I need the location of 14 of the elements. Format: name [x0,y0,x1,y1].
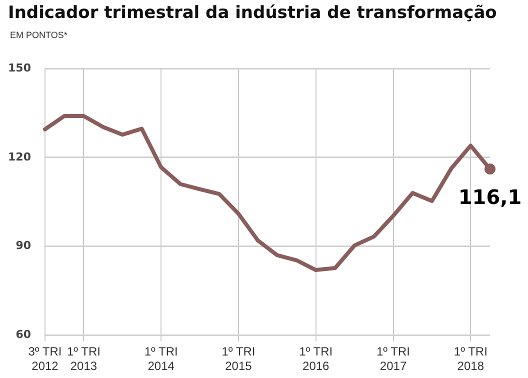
x-tick-label: 3º TRI 2012 [28,344,62,374]
y-tick-label: 90 [16,239,32,252]
x-tick-label: 1º TRI 2015 [222,344,256,374]
chart-subtitle: EM PONTOS* [10,30,68,40]
x-tick-label: 1º TRI 2013 [66,344,100,374]
x-tick-label: 1º TRI 2018 [454,344,488,374]
data-label: 116,1 [458,185,522,210]
x-tick-label: 1º TRI 2017 [376,344,410,374]
y-tick-label: 60 [16,328,32,342]
x-tick-label: 1º TRI 2014 [144,344,178,374]
x-tick-label: 1º TRI 2016 [299,344,333,374]
y-tick-label: 150 [8,61,32,74]
chart-title: Indicador trimestral da indústria de transformação [8,3,497,23]
y-tick-label: 120 [8,150,32,164]
